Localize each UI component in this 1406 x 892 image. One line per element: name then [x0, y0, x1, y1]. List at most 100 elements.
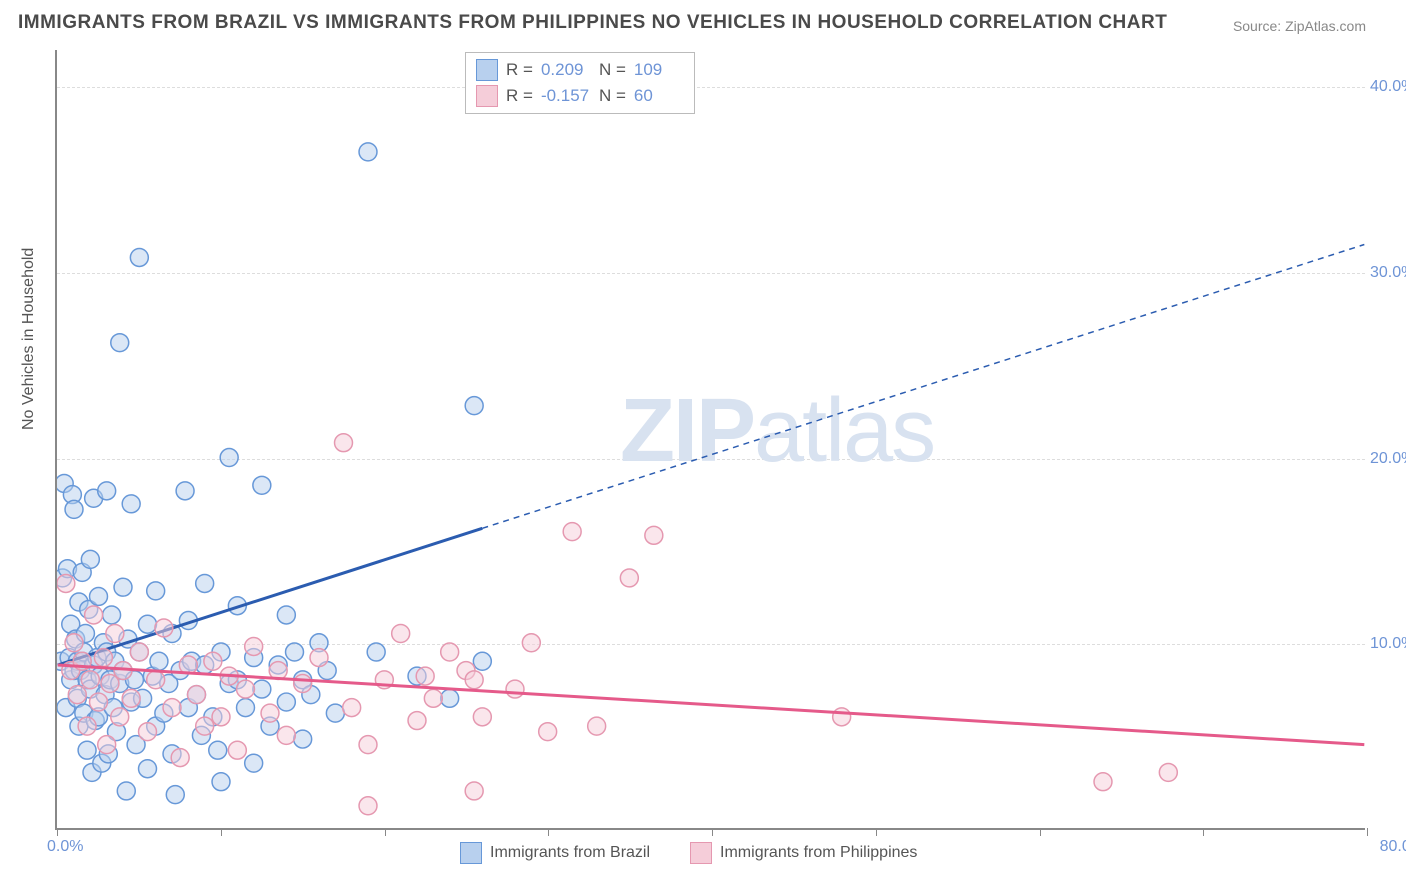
data-point: [204, 652, 222, 670]
data-point: [424, 689, 442, 707]
data-point: [465, 397, 483, 415]
data-point: [1159, 763, 1177, 781]
data-point: [335, 434, 353, 452]
data-point: [833, 708, 851, 726]
legend-n-value: 109: [634, 60, 684, 80]
data-point: [139, 615, 157, 633]
data-point: [294, 730, 312, 748]
legend-label: Immigrants from Brazil: [490, 844, 650, 862]
data-point: [171, 749, 189, 767]
data-point: [114, 578, 132, 596]
data-point: [310, 649, 328, 667]
data-point: [139, 760, 157, 778]
data-point: [163, 699, 181, 717]
data-point: [196, 575, 214, 593]
y-tick-label: 10.0%: [1370, 635, 1406, 653]
data-point: [286, 643, 304, 661]
data-point: [90, 693, 108, 711]
regression-line-dashed: [482, 245, 1364, 529]
data-point: [277, 726, 295, 744]
data-point: [326, 704, 344, 722]
data-point: [65, 500, 83, 518]
data-point: [122, 495, 140, 513]
data-point: [176, 482, 194, 500]
data-point: [359, 143, 377, 161]
data-point: [212, 708, 230, 726]
data-point: [563, 523, 581, 541]
chart-title: IMMIGRANTS FROM BRAZIL VS IMMIGRANTS FRO…: [18, 12, 1167, 34]
data-point: [130, 643, 148, 661]
data-point: [106, 625, 124, 643]
x-tick: [712, 828, 713, 836]
source-attribution: Source: ZipAtlas.com: [1233, 18, 1366, 34]
data-point: [465, 671, 483, 689]
data-point: [588, 717, 606, 735]
legend-swatch: [460, 842, 482, 864]
data-point: [196, 717, 214, 735]
data-point: [94, 649, 112, 667]
x-tick: [876, 828, 877, 836]
data-point: [155, 619, 173, 637]
data-point: [645, 526, 663, 544]
data-point: [245, 637, 263, 655]
legend-row: R =-0.157N =60: [476, 83, 684, 109]
data-point: [150, 652, 168, 670]
legend-n-label: N =: [599, 86, 626, 106]
data-point: [473, 708, 491, 726]
data-point: [65, 634, 83, 652]
data-point: [139, 723, 157, 741]
y-tick-label: 30.0%: [1370, 264, 1406, 282]
data-point: [465, 782, 483, 800]
correlation-legend: R =0.209N =109R =-0.157N =60: [465, 52, 695, 114]
data-point: [522, 634, 540, 652]
legend-r-label: R =: [506, 60, 533, 80]
data-point: [111, 334, 129, 352]
legend-label: Immigrants from Philippines: [720, 844, 917, 862]
x-tick: [57, 828, 58, 836]
data-point: [506, 680, 524, 698]
data-point: [147, 582, 165, 600]
data-point: [98, 736, 116, 754]
data-point: [416, 667, 434, 685]
data-point: [408, 712, 426, 730]
legend-row: R =0.209N =109: [476, 57, 684, 83]
legend-swatch: [476, 59, 498, 81]
x-tick: [221, 828, 222, 836]
data-point: [539, 723, 557, 741]
x-tick: [1203, 828, 1204, 836]
data-point: [441, 643, 459, 661]
data-point: [81, 550, 99, 568]
x-tick-label: 0.0%: [47, 838, 83, 856]
data-point: [343, 699, 361, 717]
data-point: [117, 782, 135, 800]
data-point: [147, 671, 165, 689]
data-point: [212, 773, 230, 791]
x-tick: [385, 828, 386, 836]
data-point: [130, 248, 148, 266]
data-point: [188, 686, 206, 704]
data-point: [111, 708, 129, 726]
legend-r-label: R =: [506, 86, 533, 106]
legend-swatch: [476, 85, 498, 107]
plot-area: 10.0%20.0%30.0%40.0%0.0%80.0%: [55, 50, 1365, 830]
legend-n-value: 60: [634, 86, 684, 106]
data-point: [78, 741, 96, 759]
data-point: [441, 689, 459, 707]
data-point: [228, 741, 246, 759]
data-point: [620, 569, 638, 587]
y-tick-label: 20.0%: [1370, 450, 1406, 468]
data-point: [277, 606, 295, 624]
data-point: [473, 652, 491, 670]
legend-item: Immigrants from Philippines: [690, 842, 917, 864]
data-point: [98, 482, 116, 500]
data-point: [209, 741, 227, 759]
data-point: [237, 680, 255, 698]
data-point: [122, 689, 140, 707]
data-point: [253, 680, 271, 698]
x-tick: [1040, 828, 1041, 836]
data-point: [90, 587, 108, 605]
y-axis-label: No Vehicles in Household: [20, 248, 38, 430]
x-tick: [1367, 828, 1368, 836]
data-point: [277, 693, 295, 711]
data-point: [1094, 773, 1112, 791]
